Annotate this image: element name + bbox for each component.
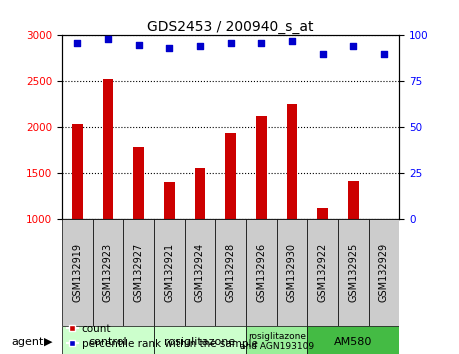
- Text: GSM132924: GSM132924: [195, 243, 205, 302]
- Text: rosiglitazone
and AGN193109: rosiglitazone and AGN193109: [240, 332, 313, 351]
- Bar: [133, 147, 144, 219]
- Bar: [246, 326, 308, 354]
- Bar: [308, 326, 399, 354]
- Text: control: control: [89, 337, 127, 347]
- Bar: [256, 116, 267, 219]
- Point: [350, 44, 357, 49]
- Text: GSM132921: GSM132921: [164, 243, 174, 302]
- Legend: count, percentile rank within the sample: count, percentile rank within the sample: [67, 324, 257, 349]
- Bar: [379, 218, 389, 219]
- Point: [288, 38, 296, 44]
- Bar: [215, 219, 246, 326]
- Point: [381, 51, 388, 57]
- Text: GSM132929: GSM132929: [379, 243, 389, 302]
- Bar: [308, 219, 338, 326]
- Text: ▶: ▶: [44, 337, 52, 347]
- Bar: [225, 133, 236, 219]
- Bar: [62, 219, 93, 326]
- Point: [166, 45, 173, 51]
- Text: GSM132919: GSM132919: [73, 243, 82, 302]
- Bar: [348, 181, 358, 219]
- Bar: [154, 326, 246, 354]
- Bar: [103, 79, 113, 219]
- Point: [135, 42, 142, 47]
- Bar: [93, 219, 123, 326]
- Bar: [164, 182, 175, 219]
- Bar: [195, 168, 205, 219]
- Text: agent: agent: [11, 337, 44, 347]
- Bar: [246, 219, 277, 326]
- Text: GSM132922: GSM132922: [318, 243, 328, 302]
- Bar: [62, 326, 154, 354]
- Bar: [154, 219, 185, 326]
- Point: [319, 51, 326, 57]
- Point: [227, 40, 235, 46]
- Point: [257, 40, 265, 46]
- Text: GSM132923: GSM132923: [103, 243, 113, 302]
- Bar: [123, 219, 154, 326]
- Text: GSM132930: GSM132930: [287, 243, 297, 302]
- Text: GSM132926: GSM132926: [256, 243, 266, 302]
- Bar: [277, 219, 308, 326]
- Bar: [185, 219, 215, 326]
- Bar: [72, 124, 83, 219]
- Bar: [317, 207, 328, 219]
- Bar: [286, 104, 297, 219]
- Bar: [369, 219, 399, 326]
- Text: AM580: AM580: [334, 337, 373, 347]
- Point: [196, 44, 204, 49]
- Point: [73, 40, 81, 46]
- Bar: [338, 219, 369, 326]
- Text: GSM132927: GSM132927: [134, 243, 144, 302]
- Text: rosiglitazone: rosiglitazone: [164, 337, 235, 347]
- Point: [104, 36, 112, 42]
- Text: GSM132925: GSM132925: [348, 243, 358, 302]
- Text: GSM132928: GSM132928: [226, 243, 235, 302]
- Title: GDS2453 / 200940_s_at: GDS2453 / 200940_s_at: [147, 21, 314, 34]
